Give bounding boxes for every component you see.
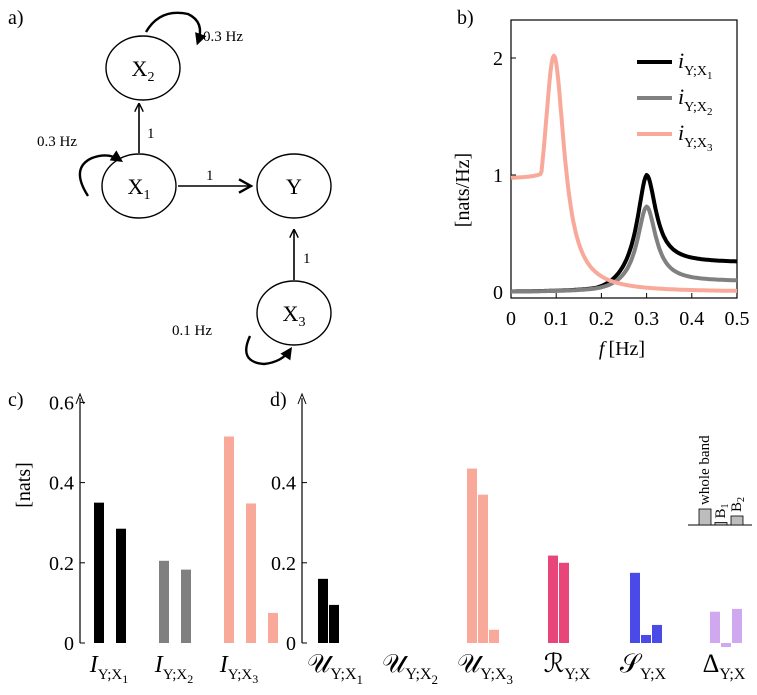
panel-label-d: d) xyxy=(270,389,287,411)
decomposition-bar-chart: 0 0.2 0.4 𝒰Y;X1 𝒰Y;X2 𝒰Y;X3 ℛY;X 𝒮Y;X ΔY;X whol… xyxy=(271,392,752,687)
edge-x1-x2-weight: 1 xyxy=(147,126,155,142)
bar xyxy=(652,624,662,643)
legend-bar-label: B2 xyxy=(729,497,747,512)
legend-bar xyxy=(730,515,744,526)
bar-group-label: IY;X2 xyxy=(154,652,193,686)
bar-ytick-label: 0.6 xyxy=(49,392,74,414)
bar xyxy=(116,528,126,643)
legend-bar xyxy=(698,508,712,526)
bar xyxy=(268,612,278,643)
bar-chart-c-bars xyxy=(94,436,278,643)
bar-group-label: ℛY;X xyxy=(544,649,591,683)
spectral-ytick-label: 2 xyxy=(493,48,503,70)
spectral-plot: 0 0.1 0.2 0.3 0.4 0.5 0 1 2 [nats/Hz] f [Hz] iY;X… xyxy=(452,19,750,360)
legend-bar xyxy=(714,522,728,526)
bar-ytick-label: 0 xyxy=(286,633,296,655)
bar-chart-c-group-labels: IY;X1 IY;X2 IY;X3 xyxy=(89,652,258,686)
bar xyxy=(181,569,191,643)
bar xyxy=(548,555,558,643)
bar xyxy=(94,502,104,643)
spectral-xtick-label: 0.3 xyxy=(634,308,659,330)
node-y xyxy=(256,153,332,219)
spectral-xtick-label: 0.4 xyxy=(679,308,704,330)
bar-ytick-label: 0.2 xyxy=(49,553,74,575)
bar xyxy=(478,494,488,643)
bar-chart-d-group-labels: 𝒰Y;X1 𝒰Y;X2 𝒰Y;X3 ℛY;X 𝒮Y;X ΔY;X xyxy=(307,649,746,687)
bar-group-label: 𝒮Y;X xyxy=(620,649,667,683)
bar xyxy=(224,436,234,643)
bar xyxy=(630,572,640,643)
node-x1-label: X1 xyxy=(128,174,151,203)
node-x3 xyxy=(256,280,332,346)
bar-chart-d-axis-arrow xyxy=(297,392,307,405)
bar xyxy=(721,643,731,648)
bar-group-label: 𝒰Y;X3 xyxy=(457,649,513,687)
spectral-xtick-label: 0.2 xyxy=(589,308,614,330)
spectral-xtick-label: 0.1 xyxy=(544,308,569,330)
edge-x1-y-weight: 1 xyxy=(206,168,214,184)
self-loop-x1-label: 0.3 Hz xyxy=(37,134,77,150)
bar xyxy=(489,629,499,643)
spectral-xtick-label: 0.5 xyxy=(725,308,750,330)
node-x2 xyxy=(105,35,181,101)
panel-label-b: b) xyxy=(457,7,474,29)
node-y-label: Y xyxy=(286,174,302,199)
bar xyxy=(159,560,169,643)
bar xyxy=(732,608,742,643)
bar-chart-c-ticks: 0 0.2 0.4 0.6 xyxy=(49,392,85,655)
bar-group-label: ΔY;X xyxy=(703,649,746,683)
bar-group-label: 𝒰Y;X1 xyxy=(307,649,363,687)
bar-ytick-label: 0 xyxy=(64,633,74,655)
edge-x3-y-weight: 1 xyxy=(303,251,311,267)
legend-bar-label: whole band xyxy=(697,435,713,505)
mutual-info-bar-chart: [nats] 0 0.2 0.4 0.6 IY;X1 IY;X2 IY;X3 xyxy=(13,392,278,686)
bar-ytick-label: 0.2 xyxy=(271,553,296,575)
spectral-series-line xyxy=(510,53,738,293)
bar-chart-d-ticks: 0 0.2 0.4 xyxy=(271,473,307,655)
spectral-legend-label: iY;X1 xyxy=(678,48,712,82)
spectral-plot-ticks: 0 0.1 0.2 0.3 0.4 0.5 0 1 2 xyxy=(493,48,750,330)
node-x3-label: X3 xyxy=(283,301,306,330)
bar xyxy=(641,634,651,643)
bar-group-label: IY;X3 xyxy=(219,652,258,686)
spectral-xtick-label: 0 xyxy=(506,308,516,330)
bar xyxy=(318,578,328,643)
bar xyxy=(467,468,477,643)
panel-label-a: a) xyxy=(8,7,24,29)
spectral-series-line xyxy=(510,204,738,294)
bar xyxy=(559,562,569,643)
bar-group-label: IY;X1 xyxy=(89,652,128,686)
self-loop-x1 xyxy=(78,150,123,197)
self-loop-x2 xyxy=(144,11,207,46)
bar xyxy=(246,503,256,643)
spectral-plot-ylabel: [nats/Hz] xyxy=(452,153,474,227)
bar-ytick-label: 0.4 xyxy=(49,473,74,495)
spectral-ytick-label: 0 xyxy=(493,282,503,304)
spectral-ytick-label: 1 xyxy=(493,165,503,187)
legend-bar-label: B1 xyxy=(713,503,731,518)
spectral-legend-label: iY;X3 xyxy=(678,120,713,154)
bar-chart-c-axis-arrow xyxy=(75,392,85,405)
spectral-plot-xlabel: f [Hz] xyxy=(599,338,645,360)
spectral-plot-frame xyxy=(510,19,738,299)
spectral-legend-label: iY;X2 xyxy=(678,84,712,118)
self-loop-x2-label: 0.3 Hz xyxy=(203,29,243,45)
network-diagram: X2 X1 Y X3 1 1 1 0.3 Hz 0.3 Hz 0.1 Hz xyxy=(37,11,332,366)
bar-group-label: 𝒰Y;X2 xyxy=(382,649,438,687)
spectral-plot-series xyxy=(510,53,738,294)
bar-chart-d-bars xyxy=(318,468,742,648)
self-loop-x3-label: 0.1 Hz xyxy=(172,323,212,339)
node-x1 xyxy=(101,153,177,219)
node-x2-label: X2 xyxy=(132,56,155,85)
bar-ytick-label: 0.4 xyxy=(271,473,296,495)
self-loop-x3 xyxy=(245,335,292,366)
bar-chart-c-ylabel: [nats] xyxy=(13,462,35,508)
bar xyxy=(329,604,339,643)
bar xyxy=(710,611,720,643)
panel-label-c: c) xyxy=(8,389,24,411)
